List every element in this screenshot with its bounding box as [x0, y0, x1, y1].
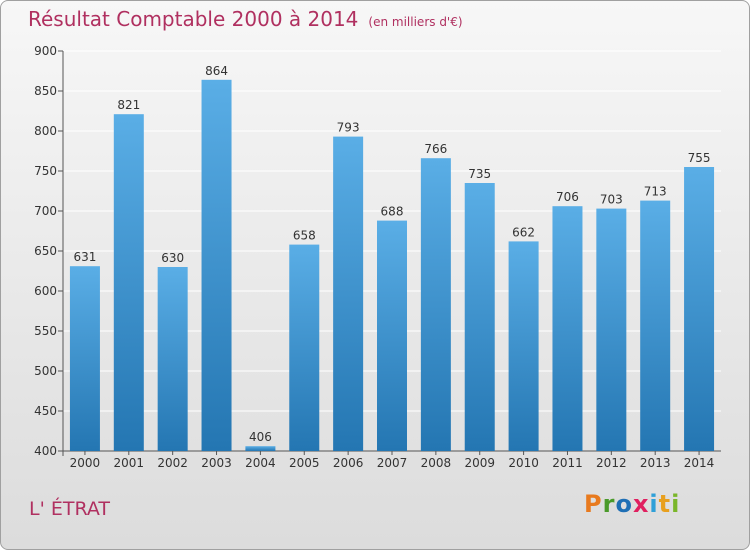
y-tick-label: 600: [34, 284, 57, 298]
bar: [157, 267, 188, 451]
data-label: 406: [249, 430, 272, 444]
bar: [684, 167, 715, 451]
x-tick-label: 2013: [640, 456, 671, 470]
x-tick-label: 2004: [245, 456, 276, 470]
data-label: 755: [688, 151, 711, 165]
x-tick-label: 2012: [596, 456, 627, 470]
y-tick-label: 750: [34, 164, 57, 178]
chart-subtitle: (en milliers d'€): [368, 15, 463, 29]
y-tick-label: 400: [34, 444, 57, 458]
y-tick-label: 650: [34, 244, 57, 258]
data-label: 703: [600, 193, 623, 207]
y-tick-label: 900: [34, 44, 57, 58]
data-label: 713: [644, 185, 667, 199]
bar: [552, 206, 583, 451]
x-tick-label: 2009: [464, 456, 495, 470]
data-label: 631: [73, 250, 96, 264]
proxiti-logo: Proxiti: [584, 490, 681, 518]
bar: [640, 200, 671, 451]
bar: [508, 241, 539, 451]
data-label: 793: [337, 121, 360, 135]
y-tick-label: 450: [34, 404, 57, 418]
bar: [201, 79, 232, 452]
x-tick-label: 2002: [157, 456, 188, 470]
y-tick-label: 700: [34, 204, 57, 218]
x-tick-label: 2001: [114, 456, 145, 470]
y-tick-label: 800: [34, 124, 57, 138]
data-label: 735: [468, 167, 491, 181]
bar: [464, 183, 495, 451]
bar: [420, 158, 451, 451]
bar: [113, 114, 144, 451]
x-tick-label: 2014: [684, 456, 715, 470]
data-label: 662: [512, 225, 535, 239]
x-tick-label: 2007: [377, 456, 408, 470]
commune-name: L' ÉTRAT: [29, 498, 111, 520]
x-tick-label: 2011: [552, 456, 583, 470]
data-label: 688: [381, 205, 404, 219]
bar: [333, 136, 364, 451]
data-label: 766: [424, 142, 447, 156]
data-label: 864: [205, 64, 228, 78]
y-tick-label: 850: [34, 84, 57, 98]
chart-title-text: Résultat Comptable 2000 à 2014: [28, 7, 359, 31]
tick-labels: 400 450 500 550 600 650 700 750 800 850 900 2000 200…: [34, 44, 714, 470]
bar: [377, 220, 407, 451]
y-tick-label: 550: [34, 324, 57, 338]
bar: [245, 446, 276, 451]
x-tick-label: 2010: [508, 456, 539, 470]
data-label: 821: [117, 98, 140, 112]
chart-title: Résultat Comptable 2000 à 2014 (en millie…: [28, 7, 463, 31]
x-tick-label: 2000: [70, 456, 101, 470]
bar: [596, 208, 627, 451]
bars: [69, 79, 715, 452]
data-label: 706: [556, 190, 579, 204]
x-tick-label: 2006: [333, 456, 364, 470]
bar: [289, 244, 320, 451]
data-labels: 631 821 630 864 406 658 793 688 766 735 662 706 703 7…: [73, 64, 710, 444]
bar: [69, 266, 100, 451]
x-tick-label: 2003: [201, 456, 232, 470]
x-tick-label: 2008: [421, 456, 452, 470]
data-label: 630: [161, 251, 184, 265]
data-label: 658: [293, 229, 316, 243]
x-tick-label: 2005: [289, 456, 320, 470]
y-tick-label: 500: [34, 364, 57, 378]
